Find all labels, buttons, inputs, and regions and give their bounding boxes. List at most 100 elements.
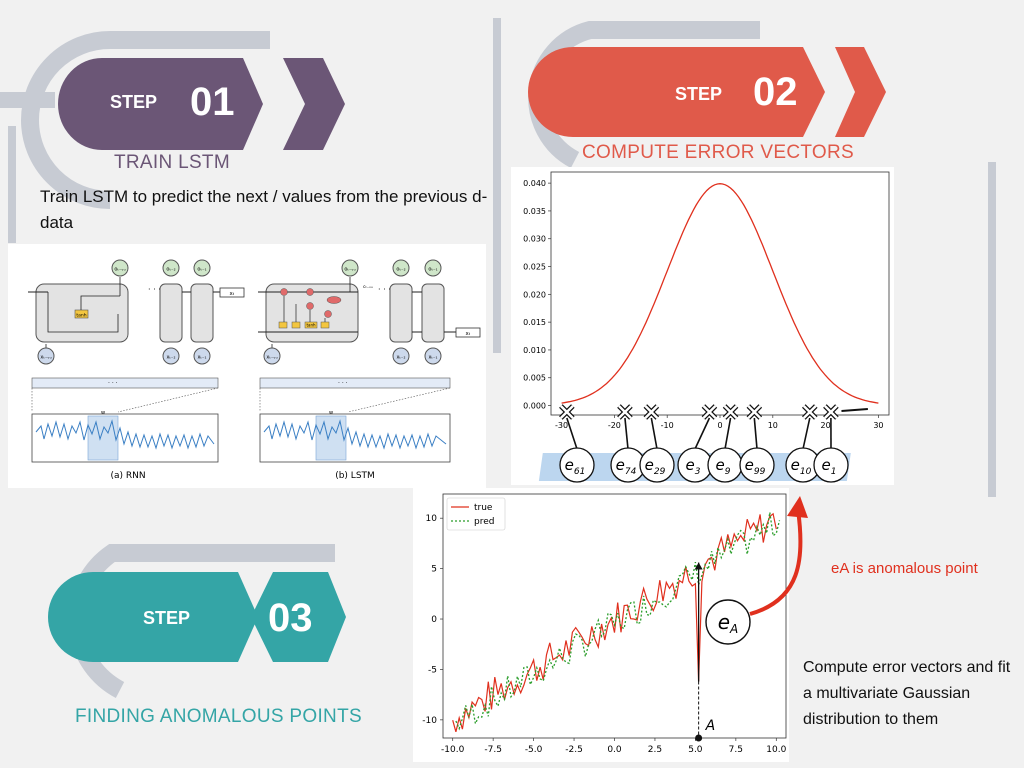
y-tick-label: 0.030 (523, 235, 546, 244)
y-tick-label: -5 (428, 665, 437, 675)
error-arrow (753, 417, 758, 450)
x-tick-label: -2.5 (565, 745, 583, 755)
x-tick-label: 20 (821, 421, 831, 430)
y-tick-label: 0.005 (523, 374, 546, 383)
rnn-diagram: tanh oₜ₋ᵥᵤ xₜ₋ᵥᵤ · · · xₜ oₜ₋₂ oₜ₋₁ xₜ₋₂ (28, 259, 245, 481)
lstm-in-1: xₜ₋ᵥᵤ (266, 355, 277, 361)
error-marker-x-inner (618, 405, 632, 419)
rnn-caption: (a) RNN (110, 471, 145, 481)
step1-title: TRAIN LSTM (114, 152, 230, 173)
lstm-out-3: oₜ₋₁ (428, 267, 437, 273)
error-circle (559, 447, 595, 483)
y-tick-label: 0.015 (523, 318, 546, 327)
step2-label: STEP (675, 84, 723, 104)
step1-number: 01 (190, 80, 235, 124)
step3-label: STEP (143, 608, 191, 628)
legend-pred-label: pred (474, 517, 494, 527)
y-tick-label: 0 (431, 615, 437, 625)
step2-banner (528, 47, 886, 137)
anomaly-arrowhead (694, 562, 703, 570)
architecture-figure: tanh oₜ₋ᵥᵤ xₜ₋ᵥᵤ · · · xₜ oₜ₋₂ oₜ₋₁ xₜ₋₂ (8, 244, 486, 488)
x-tick-label: 5.0 (688, 745, 703, 755)
lstm-caption: (b) LSTM (335, 471, 375, 481)
x-tick-label: -5.0 (525, 745, 543, 755)
rnn-in-2: xₜ₋₂ (166, 355, 175, 361)
series-true-line (452, 512, 777, 732)
anomaly-point-label: A (705, 718, 716, 734)
rnn-out-2: oₜ₋₂ (166, 267, 175, 273)
x-tick-label: -10 (661, 421, 674, 430)
error-arrow (802, 417, 811, 450)
architecture-svg: tanh oₜ₋ᵥᵤ xₜ₋ᵥᵤ · · · xₜ oₜ₋₂ oₜ₋₁ xₜ₋₂ (28, 259, 481, 481)
step3-number: 03 (268, 596, 313, 640)
error-circle (813, 447, 849, 483)
step3-title: FINDING ANOMALOUS POINTS (75, 706, 362, 727)
x-tick-label: 2.5 (648, 745, 662, 755)
rnn-cell-label: tanh (76, 313, 86, 319)
step1-banner (58, 58, 345, 150)
error-marker-x-inner (747, 405, 762, 419)
error-marker-x-inner (723, 405, 738, 419)
x-tick-label: 10 (768, 421, 778, 430)
rnn-seq-dots: · · · (108, 380, 118, 387)
error-circle (639, 447, 675, 483)
error-arrow (694, 417, 711, 450)
x-tick-label: 30 (873, 421, 883, 430)
series-pred-line (455, 512, 781, 731)
step3-banner (48, 572, 346, 662)
rnn-window-label: w (101, 410, 105, 416)
tail-arrow (841, 408, 868, 412)
gaussian-figure: 0.040 0.035 0.030 0.025 0.020 0.015 0.010 0.005… (511, 167, 894, 485)
step2-title: COMPUTE ERROR VECTORS (582, 142, 854, 163)
lstm-out-1: oₜ₋ᵥᵤ (344, 267, 355, 273)
x-tick-label: 10.0 (766, 745, 786, 755)
y-tick-label: 0.025 (523, 263, 546, 272)
error-circle (739, 447, 775, 483)
x-tick-label: -20 (608, 421, 621, 430)
gaussian-curve (561, 183, 879, 404)
error-marker-x-inner (644, 405, 659, 419)
rnn-in-1: xₜ₋ᵥᵤ (40, 355, 51, 361)
x-tick-label: -30 (555, 421, 568, 430)
x-tick-label: 7.5 (729, 745, 743, 755)
rnn-out-xt: xₜ (230, 291, 235, 297)
lstm-out-xt: xₜ (466, 331, 471, 337)
error-arrow (624, 417, 629, 450)
anomaly-point (695, 734, 703, 742)
y-tick-label: 0.020 (523, 290, 546, 299)
gaussian-chart: 0.040 0.035 0.030 0.025 0.020 0.015 0.010 0.005… (523, 171, 890, 483)
lstm-cell-label: tanh (306, 323, 316, 328)
step1-description: Train LSTM to predict the next / values … (40, 187, 488, 232)
lstm-window-label: w (329, 410, 333, 416)
y-tick-label: 5 (431, 565, 437, 575)
error-arrow (650, 417, 658, 450)
y-tick-label: 0.010 (523, 346, 546, 355)
lstm-diagram: tanh oₜ₋ᵥᵤ cₜ₋ᵥᵤ xₜ₋ᵥᵤ · · · xₜ oₜ₋₂ oₜ (258, 259, 481, 481)
anomalous-text: eA is anomalous point (831, 560, 978, 577)
x-tick-label: -10.0 (441, 745, 465, 755)
step2-number: 02 (753, 70, 798, 114)
error-marker-x-inner (702, 405, 717, 419)
lstm-seq-dots: · · · (338, 380, 348, 387)
error-marker-x-inner (802, 405, 817, 419)
error-arrow (566, 417, 578, 450)
step1-label: STEP (110, 92, 158, 112)
x-tick-label: 0 (717, 421, 722, 430)
lstm-in-2: xₜ₋₂ (396, 355, 405, 361)
y-tick-label: 0.035 (523, 207, 546, 216)
legend-true-label: true (474, 503, 493, 513)
anomaly-circle (705, 599, 751, 645)
compute-text: Compute error vectors and fit a multivar… (803, 659, 1011, 728)
y-tick-label: 0.000 (523, 402, 546, 411)
y-tick-label: -10 (422, 716, 437, 726)
lstm-in-3: xₜ₋₁ (428, 355, 437, 361)
legend: true pred (446, 497, 506, 531)
rnn-out-1: oₜ₋ᵥᵤ (114, 267, 125, 273)
error-marker-x-inner (824, 405, 838, 419)
y-tick-label: 0.040 (523, 179, 546, 188)
rnn-in-3: xₜ₋₁ (197, 355, 206, 361)
rnn-out-3: oₜ₋₁ (197, 267, 206, 273)
lstm-side-label: cₜ₋ᵥᵤ (363, 285, 373, 290)
rnn-dots: · · · (148, 285, 161, 294)
